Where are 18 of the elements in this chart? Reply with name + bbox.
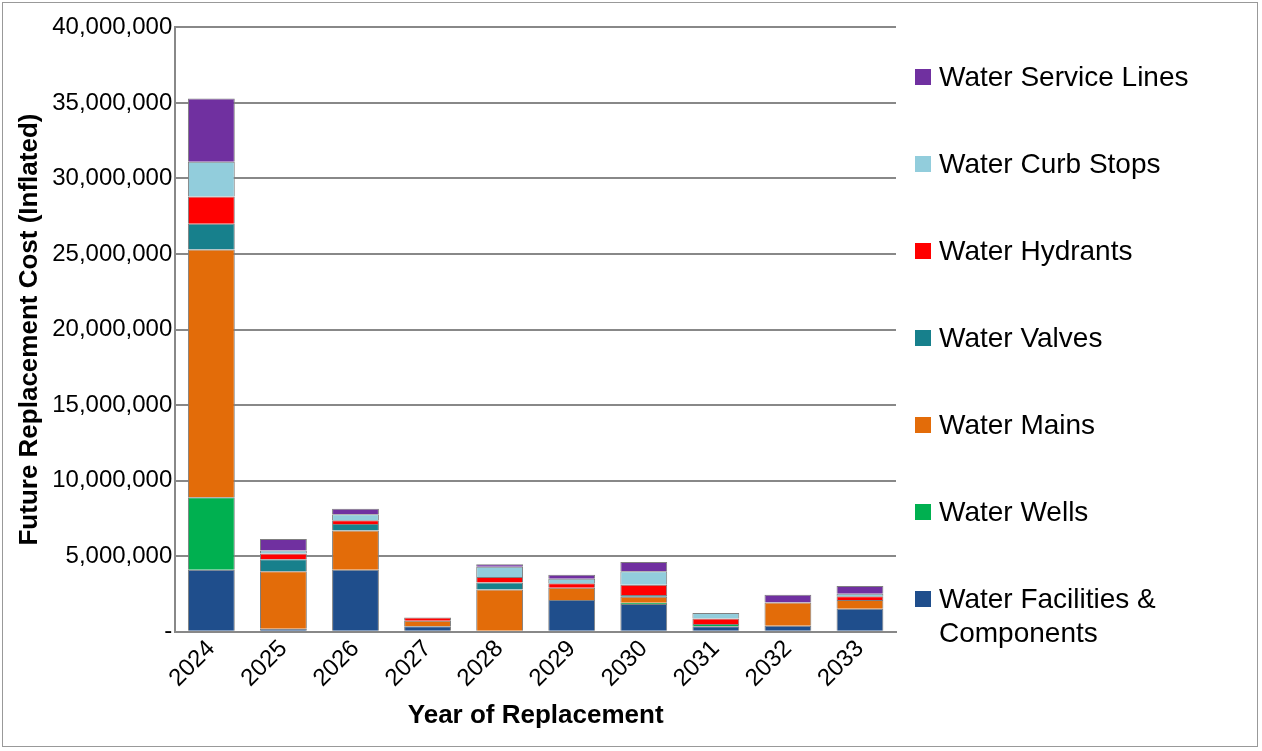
y-tick-label: 40,000,000 [52, 12, 173, 40]
y-tick-label: 15,000,000 [52, 389, 173, 417]
y-tick-label: 35,000,000 [52, 87, 173, 115]
y-tick-label: - [164, 616, 173, 644]
y-axis-title: Future Replacement Cost (Inflated) [12, 113, 43, 546]
y-tick-label: 5,000,000 [65, 540, 173, 568]
legend-label: Water Service Lines [939, 60, 1189, 94]
legend-label: Water Curb Stops [939, 147, 1161, 181]
x-axis-title: Year of Replacement [407, 698, 664, 729]
legend-label: Water Hydrants [939, 234, 1133, 268]
y-tick-label: 10,000,000 [52, 465, 173, 493]
legend-label: Water Mains [939, 408, 1096, 442]
legend-label: Water Wells [939, 495, 1089, 529]
y-tick-label: 30,000,000 [52, 163, 173, 191]
legend-label: Water Valves [939, 321, 1103, 355]
y-tick-label: 20,000,000 [52, 314, 173, 342]
y-tick-label: 25,000,000 [52, 238, 173, 266]
legend-label: Water Facilities & Components [939, 582, 1157, 650]
